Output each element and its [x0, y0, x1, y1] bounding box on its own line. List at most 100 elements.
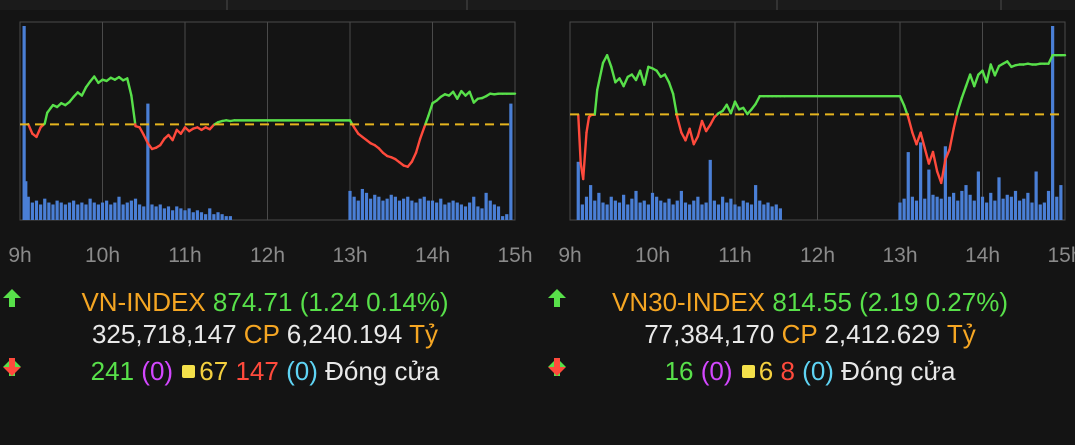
x-tick-label: 9h	[558, 244, 581, 267]
vn-index-panel: 9h 10h 11h 12h 13h 14h 15h VN-INDEX 874.71 (1.…	[0, 0, 533, 445]
volume-bar	[393, 196, 397, 220]
volume-bar	[733, 204, 737, 220]
volume-bar	[679, 190, 683, 220]
price-segment	[898, 95, 906, 107]
declines-count: 147	[235, 356, 279, 386]
price-segment	[964, 73, 972, 88]
ceiling-count: (0)	[700, 356, 733, 386]
volume-bar	[121, 204, 125, 220]
volume-bar	[389, 194, 393, 220]
price-segment	[663, 73, 671, 84]
volume-bar	[51, 204, 55, 220]
volume-bar	[1005, 194, 1009, 220]
volume-bar	[638, 202, 642, 220]
x-tick-label: 14h	[965, 244, 1000, 267]
trade-value: 6,240.194	[286, 319, 403, 349]
price-segment	[692, 135, 700, 146]
volume-bar	[377, 196, 381, 220]
price-segment	[1047, 54, 1054, 65]
volume-bar	[175, 206, 179, 220]
volume-bar	[352, 196, 356, 220]
price-segment	[142, 133, 150, 145]
volume-bar	[26, 196, 30, 220]
price-segment	[729, 100, 737, 115]
price-segment	[418, 126, 426, 141]
price-segment	[593, 88, 599, 116]
price-segment	[414, 137, 422, 154]
volume-bar	[150, 204, 154, 220]
price-segment	[577, 113, 582, 165]
price-segment	[352, 126, 360, 135]
price-segment	[688, 127, 695, 146]
volume-bar	[195, 210, 199, 220]
volume-bar	[356, 200, 360, 220]
volume-bar	[348, 190, 352, 220]
volume-bar	[373, 194, 377, 220]
volume-bar	[976, 171, 980, 220]
volume-bar	[956, 200, 960, 220]
price-segment	[993, 64, 1001, 77]
volume-bar	[580, 204, 584, 220]
vn30-index-panel: 9h 10h 11h 12h 13h 14h 15h VN30-INDEX 814.55 (…	[545, 0, 1075, 445]
volume-bar	[1026, 192, 1030, 220]
volume-bar	[199, 212, 204, 220]
index-change: (1.24 0.14%)	[299, 287, 449, 317]
volume-bar	[584, 196, 589, 220]
price-segment	[27, 123, 34, 135]
volume-bar	[589, 185, 593, 220]
index-name: VN-INDEX	[81, 287, 206, 317]
volume-bar	[204, 214, 208, 220]
volume-bar	[754, 185, 758, 220]
volume-bar	[1001, 198, 1005, 220]
volume-bar	[671, 204, 675, 220]
market-status: Đóng cửa	[841, 356, 956, 386]
volume-bar	[451, 200, 455, 220]
price-segment	[582, 131, 588, 181]
volume-bar	[576, 161, 580, 220]
volume-bar	[663, 202, 667, 220]
volume-bar	[968, 194, 972, 220]
volume-bar	[422, 196, 426, 220]
price-segment	[960, 84, 968, 99]
volume-bar	[1042, 202, 1046, 220]
arrow-up-icon	[548, 289, 566, 307]
volume-bar	[369, 198, 373, 220]
volume-bar	[47, 202, 51, 220]
price-segment	[610, 65, 617, 84]
volume-bar	[22, 26, 26, 220]
price-segment	[598, 61, 605, 80]
volume-bar	[381, 200, 385, 220]
volume-bar	[484, 192, 488, 220]
price-segment	[171, 128, 178, 142]
volume-bar	[501, 216, 505, 220]
volume-bar	[117, 196, 121, 220]
price-segment	[605, 54, 613, 69]
volume-bar	[30, 202, 34, 220]
volume-bar	[443, 204, 447, 220]
volume-bar	[927, 169, 931, 220]
volume-bar	[435, 202, 439, 220]
cp-label: CP	[781, 319, 818, 349]
volume-bar	[1059, 185, 1063, 220]
volume-bar	[696, 196, 700, 220]
volume-bar	[972, 200, 976, 220]
trade-volume: 77,384,170	[644, 319, 775, 349]
x-tick-label: 9h	[8, 244, 31, 267]
volume-bar	[910, 196, 914, 220]
volume-bar	[146, 103, 150, 220]
volume-bar	[766, 202, 770, 220]
volume-bar	[1038, 204, 1042, 220]
volume-bar	[989, 192, 993, 220]
volume-bar	[468, 202, 472, 220]
price-segment	[676, 115, 683, 134]
volume-bar	[496, 206, 501, 220]
volume-bar	[902, 198, 906, 220]
price-segment	[410, 151, 418, 163]
volume-bar	[364, 192, 369, 220]
volume-bar	[906, 152, 910, 220]
price-segment	[80, 86, 88, 97]
arrow-down-icon	[548, 358, 566, 376]
volume-bar	[770, 206, 774, 220]
volume-bar	[166, 206, 171, 220]
unit-label: Tỷ	[409, 319, 439, 349]
